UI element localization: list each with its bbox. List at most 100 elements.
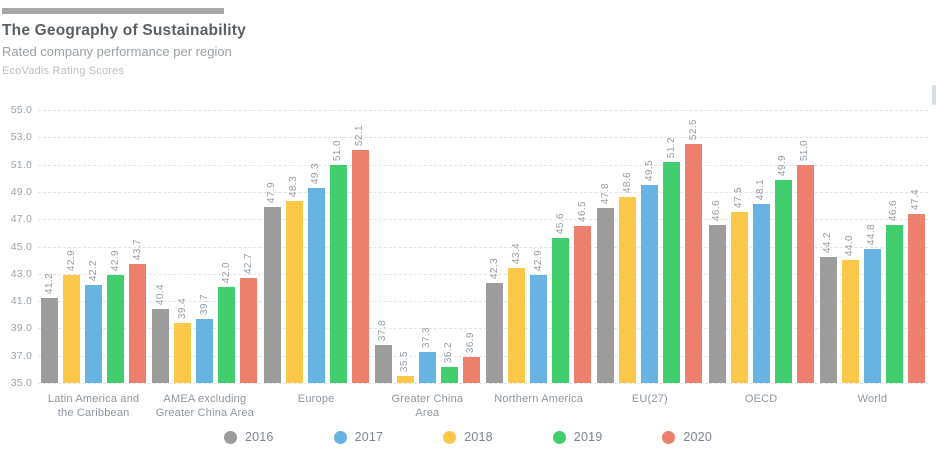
bar-value-label: 48.3	[288, 176, 300, 198]
bar-value-label: 42.2	[87, 259, 99, 281]
y-tick-label: 55.0	[10, 104, 32, 116]
page-title: The Geography of Sustainability	[2, 22, 246, 39]
bar-value-label: 37.8	[377, 319, 389, 341]
bar-2016	[152, 309, 170, 383]
scrollbar-thumb[interactable]	[932, 85, 936, 105]
category-label: Europe	[297, 393, 335, 405]
gridline	[38, 273, 928, 275]
bar-2019	[663, 161, 681, 383]
legend: 2016 2017 2018 2019 2020	[0, 430, 936, 444]
bar-column: 37.3	[418, 326, 436, 383]
legend-swatch-icon	[443, 430, 457, 444]
bar-column: 46.6	[708, 200, 726, 383]
bar-column: 51.0	[329, 139, 347, 383]
bar-column: 40.4	[152, 284, 170, 383]
bar-2017	[863, 249, 881, 383]
bar-value-label: 52.1	[354, 124, 366, 146]
bar-value-label: 46.5	[576, 200, 588, 223]
bar-group: 44.2 44.0 44.8 46.6 47.4	[817, 189, 928, 383]
bar-value-label: 52.5	[687, 119, 699, 141]
source-note: EcoVadis Rating Scores	[2, 65, 125, 77]
bar-column: 42.2	[85, 259, 103, 383]
bar-value-label: 51.0	[332, 139, 344, 161]
category-label: Greater China Area	[391, 393, 464, 420]
legend-swatch-icon	[662, 430, 676, 444]
category-label: OECD	[744, 393, 778, 405]
bar-value-label: 40.4	[154, 284, 166, 306]
bar-column: 48.3	[285, 176, 303, 383]
gridline	[38, 137, 928, 139]
bar-2018	[508, 268, 526, 383]
category-label: AMEA excluding Greater China Area	[155, 393, 255, 420]
bar-column: 42.9	[107, 250, 125, 383]
bar-2017	[418, 351, 436, 383]
bar-2016	[708, 224, 726, 383]
bar-column: 47.5	[730, 187, 748, 383]
legend-swatch-icon	[552, 430, 566, 444]
bar-value-label: 42.3	[488, 258, 500, 280]
bar-column: 42.9	[530, 250, 548, 383]
bar-group: 42.3 43.4 42.9 45.6 46.5	[483, 201, 594, 383]
bar-column: 42.0	[218, 262, 236, 383]
bar-group: 41.2 42.9 42.2 42.9 43.7	[38, 239, 149, 383]
bar-column: 49.5	[641, 160, 659, 383]
y-tick-label: 37.0	[10, 349, 32, 362]
bar-column: 49.9	[774, 154, 792, 383]
bar-2017	[530, 275, 548, 383]
y-tick-label: 47.0	[10, 213, 32, 226]
bar-2018	[285, 201, 303, 383]
bar-value-label: 49.3	[310, 162, 322, 184]
y-axis: 55.0 53.0 51.0 49.0 47.0 45.0 43.0 41.0 39.0 37.0…	[0, 104, 32, 389]
bar-value-label: 35.5	[399, 351, 411, 373]
bar-value-label: 36.2	[443, 341, 455, 363]
bar-column: 48.6	[619, 172, 637, 383]
legend-label: 2020	[683, 430, 713, 444]
bar-value-label: 49.9	[777, 154, 789, 176]
bar-column: 49.3	[307, 162, 325, 383]
bar-column: 44.8	[863, 224, 881, 383]
legend-item-2019: 2019	[552, 430, 603, 444]
y-tick-label: 53.0	[10, 131, 32, 144]
accent-bar	[2, 8, 224, 14]
bar-value-label: 51.2	[665, 136, 677, 158]
bar-value-label: 49.5	[643, 160, 655, 182]
bar-2019	[885, 224, 903, 383]
bar-value-label: 36.9	[465, 332, 477, 354]
bar-column: 37.8	[374, 319, 392, 383]
gridline	[38, 328, 928, 330]
bar-column: 44.0	[841, 235, 859, 383]
category-label: Latin America and the Caribbean	[47, 393, 140, 420]
bar-column: 47.4	[907, 189, 925, 383]
legend-swatch-icon	[223, 430, 237, 444]
gridline	[38, 191, 928, 193]
bar-value-label: 42.9	[532, 250, 544, 272]
legend-swatch-icon	[333, 430, 347, 444]
bar-2019	[107, 275, 125, 383]
gridline	[38, 164, 928, 166]
bar-value-label: 42.9	[65, 250, 77, 272]
bar-value-label: 37.3	[421, 326, 433, 348]
bar-2016	[263, 206, 281, 383]
bar-value-label: 44.2	[822, 232, 834, 254]
bar-2020	[574, 226, 592, 383]
y-tick-label: 45.0	[10, 240, 32, 253]
bar-column: 42.3	[486, 258, 504, 383]
bar-2018	[841, 260, 859, 383]
bar-value-label: 39.4	[176, 297, 188, 319]
bar-column: 39.7	[196, 294, 214, 383]
category-label: World	[857, 393, 888, 405]
bar-2018	[174, 322, 192, 383]
y-tick-label: 49.0	[10, 185, 32, 198]
bar-2020	[240, 277, 258, 383]
bar-group: 37.8 35.5 37.3 36.2 36.9	[372, 320, 483, 383]
legend-label: 2016	[244, 430, 274, 444]
bar-column: 43.4	[508, 243, 526, 383]
bar-groups-container: 41.2 42.9 42.2 42.9 43.7 40.4 39.4 39.7 42.0 42.7…	[38, 110, 928, 383]
bar-2020	[685, 144, 703, 383]
bar-column: 51.0	[796, 140, 814, 383]
bar-column: 39.4	[174, 297, 192, 383]
bar-2020	[462, 357, 480, 383]
x-axis-category-labels: Latin America and the Caribbean AMEA exclu…	[38, 392, 928, 421]
bar-column: 41.2	[41, 273, 59, 383]
